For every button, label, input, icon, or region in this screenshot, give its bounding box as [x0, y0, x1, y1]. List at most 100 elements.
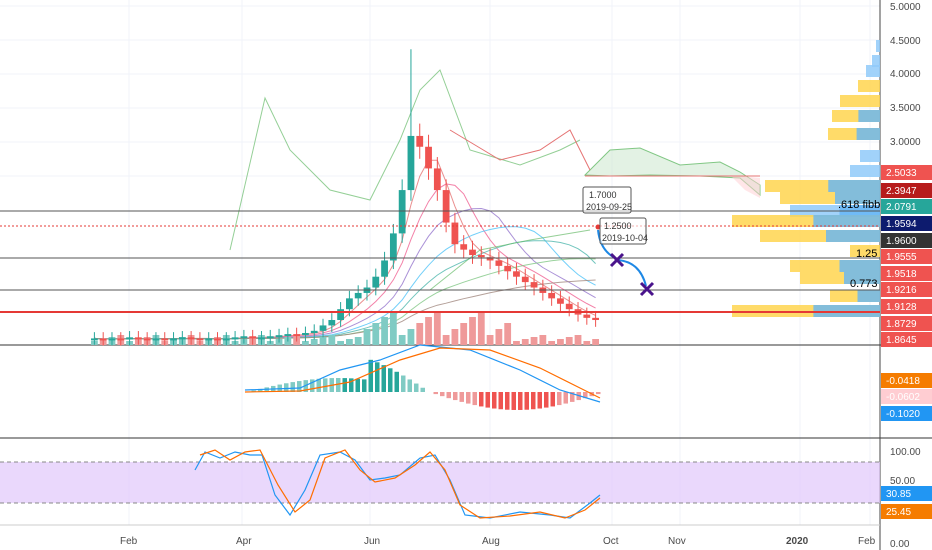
candle-body — [548, 292, 556, 299]
price-badge — [881, 199, 932, 214]
price-tick: 4.5000 — [890, 36, 921, 47]
cross-marker — [609, 252, 625, 268]
price-badge-label: 1.9128 — [886, 302, 917, 313]
candle-body — [143, 338, 151, 341]
volume-bar — [407, 329, 415, 345]
macd-histogram-bar — [420, 387, 425, 392]
volume-bar — [302, 341, 309, 345]
price-tick: 4.0000 — [890, 69, 921, 80]
price-tick: 5.0000 — [890, 2, 921, 13]
price-badge-label: 1.9600 — [886, 236, 917, 247]
volume-profile-bar — [876, 40, 880, 52]
volume-bar — [513, 341, 520, 345]
price-note-2[interactable]: 1.2500 2019-10-04 — [599, 217, 648, 245]
volume-profile-bar-segment — [856, 128, 880, 140]
macd-histogram-bar — [472, 392, 477, 406]
candle-body — [407, 135, 415, 191]
price-note-2-date: 2019-10-04 — [602, 233, 648, 243]
volume-bar — [381, 317, 388, 345]
macd-histogram-bar — [479, 392, 484, 407]
macd-badge — [881, 389, 932, 404]
price-tick: 3.5000 — [890, 103, 921, 114]
candle-body — [469, 249, 476, 256]
price-note-1-date: 2019-09-25 — [586, 202, 632, 212]
lower-band-line — [429, 229, 591, 291]
level-0773-label: 0.773 — [850, 278, 878, 290]
macd-histogram-bar — [303, 380, 308, 392]
candle-body — [521, 276, 529, 283]
candle-body — [117, 338, 125, 341]
price-badge — [881, 266, 932, 281]
macd-histogram-bar — [342, 378, 347, 392]
candle-body — [284, 334, 292, 337]
candle-body — [170, 338, 177, 341]
volume-bar — [442, 335, 450, 345]
candle-body — [592, 317, 599, 321]
time-axis[interactable]: Feb Apr Jun Aug Oct Nov 2020 Feb — [120, 536, 876, 547]
macd-histogram-bar — [388, 368, 393, 392]
price-badge-label: 1.9518 — [886, 269, 917, 280]
candle-body — [530, 282, 538, 288]
time-tick: Oct — [603, 536, 619, 547]
candle-body — [214, 338, 221, 341]
price-badge-label: 1.9555 — [886, 252, 917, 263]
volume-bar — [328, 335, 336, 345]
volume-bar — [539, 335, 547, 345]
horizontal-levels[interactable] — [0, 210, 880, 313]
moving-average-line — [94, 226, 596, 340]
price-badge-label: 1.9216 — [886, 285, 917, 296]
candle-body — [381, 260, 388, 277]
macd-histogram-bar — [531, 392, 536, 410]
macd-histogram-bar — [511, 392, 516, 410]
stoch-tick: 50.00 — [890, 476, 915, 487]
volume-profile-bar — [858, 80, 880, 92]
macd-histogram-bar — [492, 392, 497, 409]
macd-histogram-bar — [381, 365, 386, 392]
macd-histogram-bar — [485, 392, 490, 408]
price-badges: 2.5033 2.3947 2.0791 1.9594 1.9600 1.9555 1.95… — [881, 165, 932, 519]
volume-bar — [469, 317, 476, 345]
macd-histogram-bar — [459, 392, 464, 402]
macd-badge-label: -0.1020 — [886, 409, 920, 420]
macd-histogram-bar — [323, 378, 328, 392]
volume-bar — [416, 323, 424, 345]
candle-body — [451, 222, 459, 245]
volume-profile-bar — [866, 65, 880, 77]
band-line — [449, 129, 591, 171]
candlesticks[interactable] — [91, 49, 599, 346]
volume-profile-bar — [860, 150, 880, 162]
macd-histogram-bar — [394, 371, 399, 392]
drawing-annotations[interactable] — [595, 224, 655, 297]
macd-histogram-bar — [537, 392, 542, 409]
volume-bar — [530, 337, 538, 345]
macd-histogram-bar — [407, 379, 412, 392]
volume-bar — [319, 337, 327, 345]
moving-averages — [94, 69, 596, 340]
price-note-1[interactable]: 1.7000 2019-09-25 — [582, 186, 632, 214]
macd-histogram-bar — [466, 392, 471, 404]
candle-body — [126, 337, 133, 340]
candle-body — [231, 337, 239, 340]
volume-bar — [372, 323, 380, 345]
volume-bar — [451, 329, 459, 345]
price-axis[interactable]: 5.0000 4.5000 4.0000 3.5000 3.0000 — [890, 2, 921, 148]
price-badge — [881, 165, 932, 180]
candle-body — [275, 335, 283, 338]
macd-histogram-bar — [505, 392, 510, 410]
candle-body — [433, 168, 441, 191]
cloud-area-red — [730, 175, 760, 198]
volume-profile-bar-segment — [835, 192, 880, 204]
volume-bar — [389, 311, 397, 345]
stoch-axis[interactable]: 100.00 50.00 0.00 — [890, 447, 921, 550]
candle-body — [99, 338, 107, 341]
candle-body — [187, 337, 195, 340]
price-badge — [881, 282, 932, 297]
macd-histogram-bar — [290, 382, 295, 392]
candle-body — [258, 337, 265, 340]
candle-body — [134, 337, 142, 340]
stoch-badge — [881, 504, 932, 519]
price-badge-label: 2.5033 — [886, 168, 917, 179]
projection-arrow — [617, 259, 647, 287]
volume-bar — [565, 337, 573, 345]
